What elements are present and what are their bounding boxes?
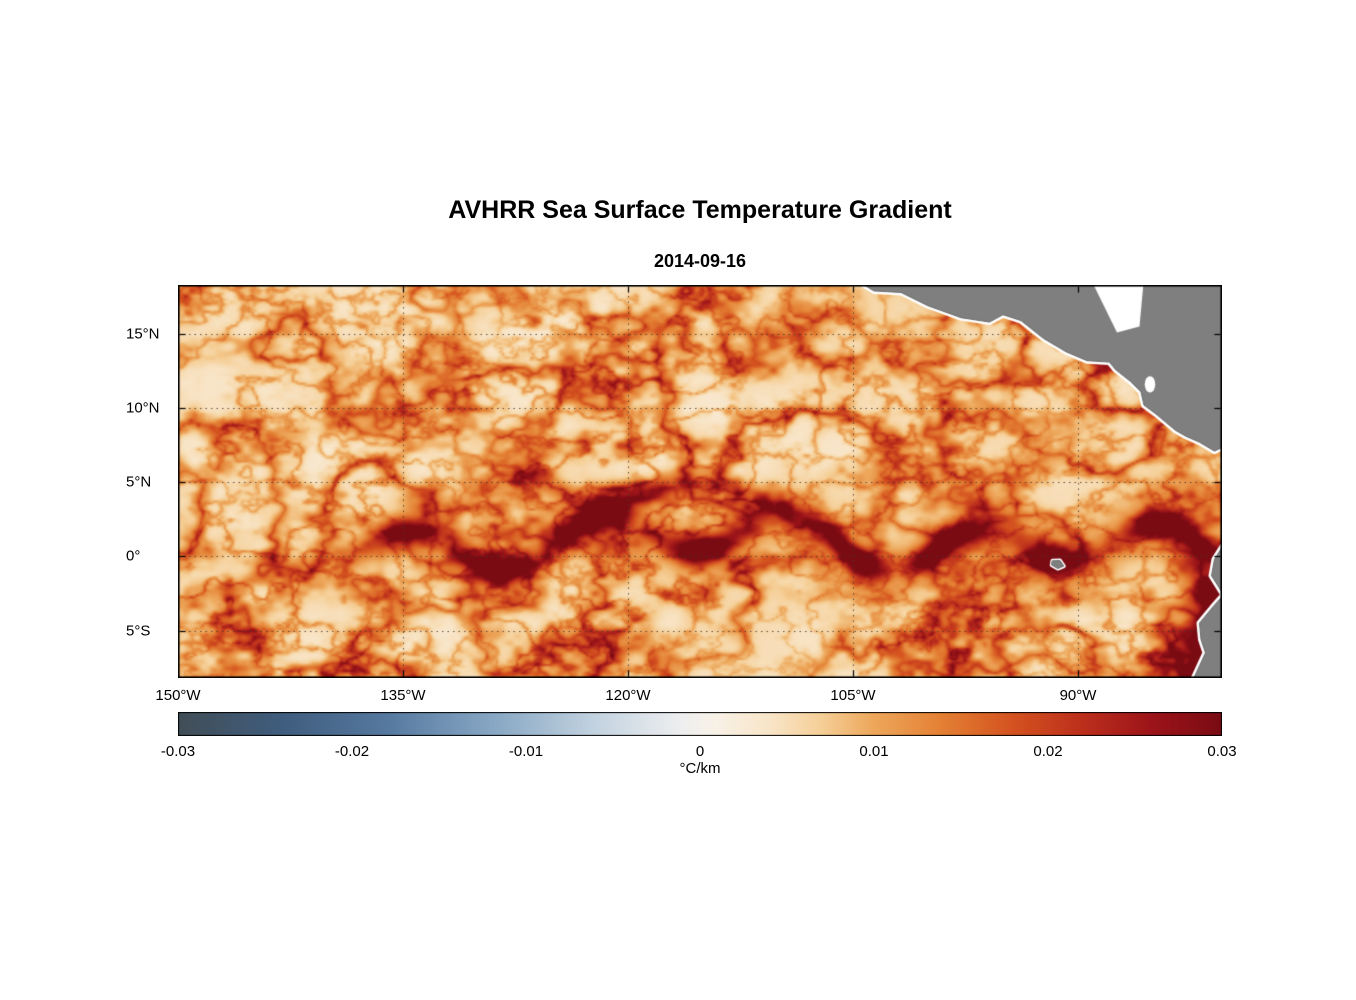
colorbar-unit-label: °C/km <box>679 760 721 777</box>
y-tick-label: 0° <box>126 547 141 565</box>
colorbar-tick-label: 0.01 <box>859 743 889 760</box>
x-tick-label: 150°W <box>155 687 201 704</box>
sst-gradient-heatmap <box>178 285 1222 678</box>
y-tick-label: 10°N <box>126 399 160 417</box>
colorbar-tick-label: 0.03 <box>1207 743 1237 760</box>
chart-subtitle: 2014-09-16 <box>653 251 747 271</box>
colorbar <box>178 712 1222 736</box>
chart-title: AVHRR Sea Surface Temperature Gradient <box>448 196 952 224</box>
colorbar-tick-label: 0.02 <box>1033 743 1063 760</box>
x-tick-label: 105°W <box>830 687 876 704</box>
y-tick-label: 5°S <box>126 622 151 640</box>
x-tick-label: 90°W <box>1059 687 1097 704</box>
colorbar-tick-label: -0.01 <box>508 743 544 760</box>
colorbar-tick-label: -0.03 <box>160 743 196 760</box>
colorbar-tick-label: 0 <box>695 743 705 760</box>
x-tick-label: 135°W <box>380 687 426 704</box>
y-tick-label: 15°N <box>126 325 160 343</box>
x-tick-label: 120°W <box>605 687 651 704</box>
colorbar-tick-label: -0.02 <box>334 743 370 760</box>
y-tick-label: 5°N <box>126 473 152 491</box>
